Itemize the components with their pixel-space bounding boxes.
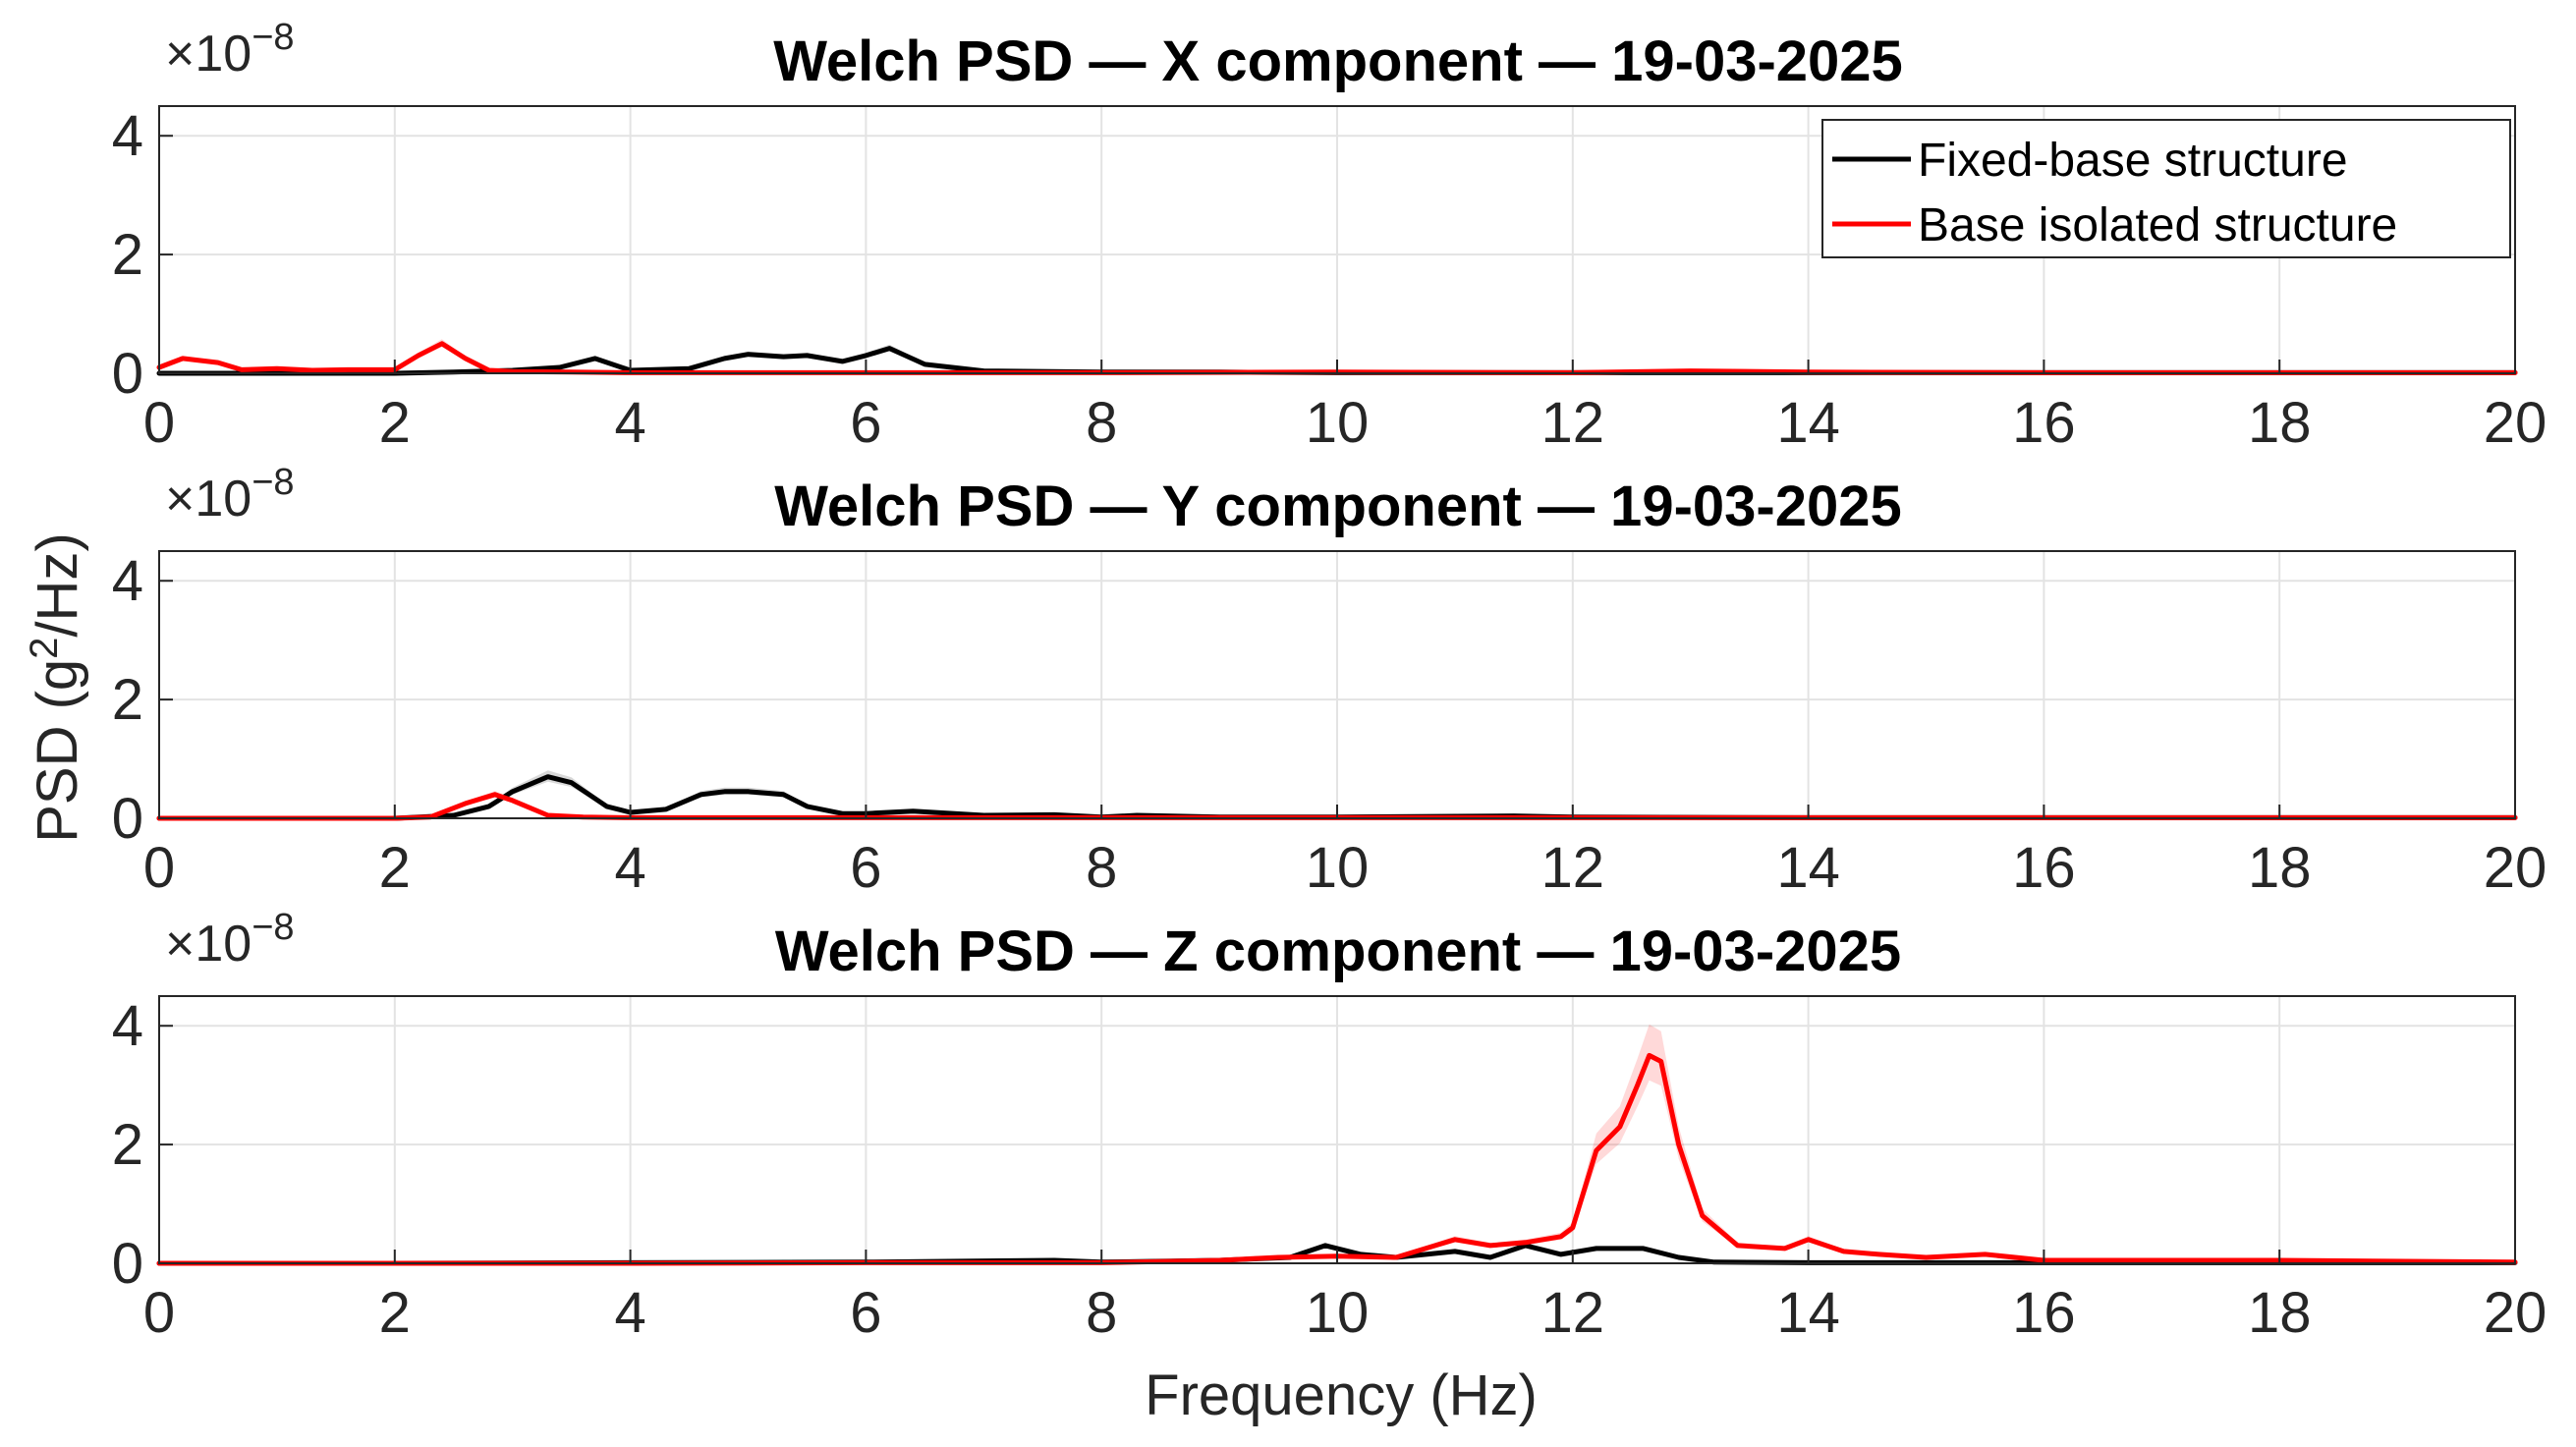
x-axis-label: Frequency (Hz) — [1145, 1364, 1538, 1427]
x-tick-label: 20 — [2484, 836, 2548, 900]
grid-lines — [158, 996, 2516, 1264]
x-tick-label: 20 — [2484, 1281, 2548, 1345]
x-tick-label: 6 — [850, 1281, 881, 1345]
grid-lines — [158, 551, 2516, 819]
x-tick-label: 16 — [2012, 1281, 2076, 1345]
x-tick-label: 8 — [1086, 836, 1117, 900]
tick-labels: 0 2 4 6 8 10 12 14 16 18 20 0 2 4 — [112, 994, 2548, 1345]
y-tick-label: 4 — [112, 104, 143, 168]
panel-title: Welch PSD — Y component — 19-03-2025 — [774, 474, 1902, 538]
x-tick-label: 4 — [614, 1281, 645, 1345]
x-tick-label: 0 — [143, 391, 175, 455]
y-tick-label: 0 — [112, 1232, 143, 1296]
x-tick-label: 10 — [1306, 1281, 1370, 1345]
y-tick-label: 2 — [112, 1113, 143, 1177]
legend-box — [1821, 119, 2511, 258]
legend-label-fixed-base: Fixed-base structure — [1918, 135, 2348, 187]
series-line-base-isolated-structure — [156, 1052, 2518, 1266]
x-tick-label: 16 — [2012, 836, 2076, 900]
tick-labels: 0 2 4 6 8 10 12 14 16 18 20 0 2 4 — [112, 104, 2548, 455]
x-tick-label: 12 — [1541, 1281, 1605, 1345]
y-tick-label: 0 — [112, 342, 143, 406]
x-tick-label: 18 — [2248, 391, 2312, 455]
y-axis-label: PSD (g2/Hz) — [23, 532, 89, 843]
panel-title: Welch PSD — X component — 19-03-2025 — [773, 29, 1903, 93]
x-tick-label: 8 — [1086, 1281, 1117, 1345]
x-tick-label: 10 — [1306, 391, 1370, 455]
x-tick-label: 14 — [1776, 1281, 1840, 1345]
x-tick-label: 6 — [850, 836, 881, 900]
y-tick-label: 4 — [112, 549, 143, 613]
legend: Fixed-base structure Base isolated struc… — [1821, 119, 2511, 258]
x-tick-label: 4 — [614, 836, 645, 900]
panel-x-component: Welch PSD — X component — 19-03-2025 ×10… — [112, 17, 2548, 455]
x-tick-label: 2 — [379, 1281, 411, 1345]
x-tick-label: 12 — [1541, 836, 1605, 900]
x-tick-label: 2 — [379, 391, 411, 455]
x-tick-label: 14 — [1776, 391, 1840, 455]
x-tick-label: 0 — [143, 1281, 175, 1345]
y-tick-label: 4 — [112, 994, 143, 1058]
x-tick-label: 6 — [850, 391, 881, 455]
panel-title: Welch PSD — Z component — 19-03-2025 — [775, 919, 1901, 983]
series-band-fixed-base-structure — [159, 344, 2515, 373]
tick-labels: 0 2 4 6 8 10 12 14 16 18 20 0 2 4 — [112, 549, 2548, 900]
x-tick-label: 8 — [1086, 391, 1117, 455]
x-tick-label: 12 — [1541, 391, 1605, 455]
x-tick-label: 18 — [2248, 1281, 2312, 1345]
x-tick-label: 20 — [2484, 391, 2548, 455]
x-tick-label: 0 — [143, 836, 175, 900]
y-tick-label: 2 — [112, 223, 143, 287]
x-tick-label: 16 — [2012, 391, 2076, 455]
x-tick-label: 18 — [2248, 836, 2312, 900]
x-tick-label: 4 — [614, 391, 645, 455]
x-tick-label: 14 — [1776, 836, 1840, 900]
legend-label-base-isolated: Base isolated structure — [1918, 199, 2397, 251]
y-tick-label: 0 — [112, 787, 143, 851]
panel-y-component: Welch PSD — Y component — 19-03-2025 ×10… — [112, 462, 2548, 900]
panel-z-component: Welch PSD — Z component — 19-03-2025 ×10… — [112, 907, 2548, 1345]
series-line-base-isolated-structure — [156, 341, 2518, 375]
x-tick-label: 10 — [1306, 836, 1370, 900]
x-tick-label: 2 — [379, 836, 411, 900]
y-tick-label: 2 — [112, 668, 143, 732]
